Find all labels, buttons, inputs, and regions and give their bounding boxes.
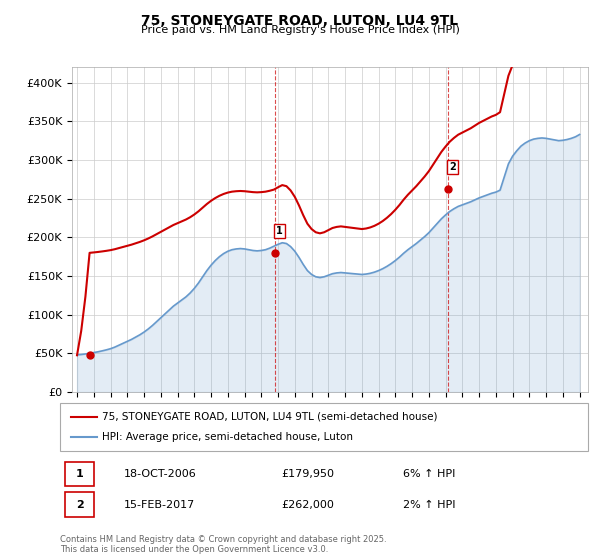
FancyBboxPatch shape (65, 492, 94, 517)
Text: 2: 2 (76, 500, 83, 510)
FancyBboxPatch shape (65, 461, 94, 486)
Text: 1: 1 (76, 469, 83, 479)
Text: 18-OCT-2006: 18-OCT-2006 (124, 469, 196, 479)
Text: 1: 1 (277, 226, 283, 236)
Text: 15-FEB-2017: 15-FEB-2017 (124, 500, 194, 510)
FancyBboxPatch shape (60, 403, 588, 451)
Text: 2% ↑ HPI: 2% ↑ HPI (403, 500, 456, 510)
Text: £262,000: £262,000 (282, 500, 335, 510)
Text: £179,950: £179,950 (282, 469, 335, 479)
Text: Price paid vs. HM Land Registry's House Price Index (HPI): Price paid vs. HM Land Registry's House … (140, 25, 460, 35)
Text: Contains HM Land Registry data © Crown copyright and database right 2025.
This d: Contains HM Land Registry data © Crown c… (60, 535, 386, 554)
Text: 6% ↑ HPI: 6% ↑ HPI (403, 469, 455, 479)
Text: 2: 2 (449, 162, 456, 172)
Text: HPI: Average price, semi-detached house, Luton: HPI: Average price, semi-detached house,… (102, 432, 353, 442)
Text: 75, STONEYGATE ROAD, LUTON, LU4 9TL (semi-detached house): 75, STONEYGATE ROAD, LUTON, LU4 9TL (sem… (102, 412, 438, 422)
Text: 75, STONEYGATE ROAD, LUTON, LU4 9TL: 75, STONEYGATE ROAD, LUTON, LU4 9TL (142, 14, 458, 28)
